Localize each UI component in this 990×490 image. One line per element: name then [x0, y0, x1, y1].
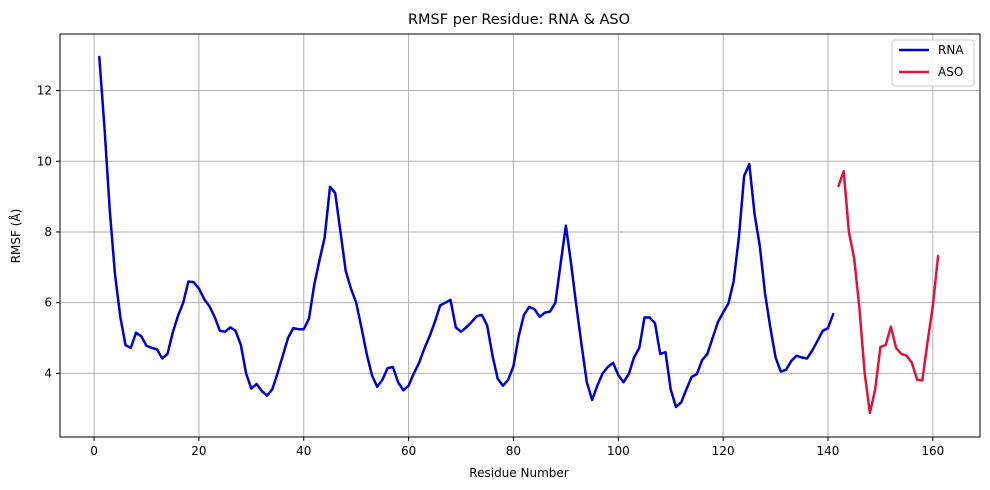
- legend-label-aso: ASO: [938, 65, 963, 79]
- series-line-rna: [98, 55, 835, 409]
- y-tick-label: 10: [37, 154, 52, 168]
- legend-box: [891, 39, 975, 87]
- x-tick-label: 0: [90, 444, 98, 458]
- y-tick-label: 12: [37, 84, 52, 98]
- x-tick-label: 120: [712, 444, 735, 458]
- x-tick-label: 20: [191, 444, 206, 458]
- plot-frame: [59, 33, 981, 438]
- x-tick-label: 80: [506, 444, 521, 458]
- series-line-aso: [837, 169, 940, 415]
- grid-lines: [60, 34, 980, 437]
- y-axis-label: RMSF (Å): [8, 209, 23, 264]
- x-tick-label: 60: [401, 444, 416, 458]
- chart-title: RMSF per Residue: RNA & ASO: [408, 12, 630, 28]
- y-axis-ticks: 4 6 8 10 12: [37, 84, 60, 380]
- y-tick-label: 6: [44, 296, 52, 310]
- legend: RNA ASO: [891, 39, 975, 87]
- x-tick-label: 100: [607, 444, 630, 458]
- x-axis-label: Residue Number: [469, 466, 568, 480]
- legend-label-rna: RNA: [938, 43, 964, 57]
- y-tick-label: 4: [44, 366, 52, 380]
- x-tick-label: 40: [296, 444, 311, 458]
- x-tick-label: 160: [921, 444, 944, 458]
- plot-lines: [98, 55, 940, 415]
- x-tick-label: 140: [817, 444, 840, 458]
- x-axis-ticks: 0 20 40 60 80 100 120 140 160: [90, 437, 944, 458]
- y-tick-label: 8: [44, 225, 52, 239]
